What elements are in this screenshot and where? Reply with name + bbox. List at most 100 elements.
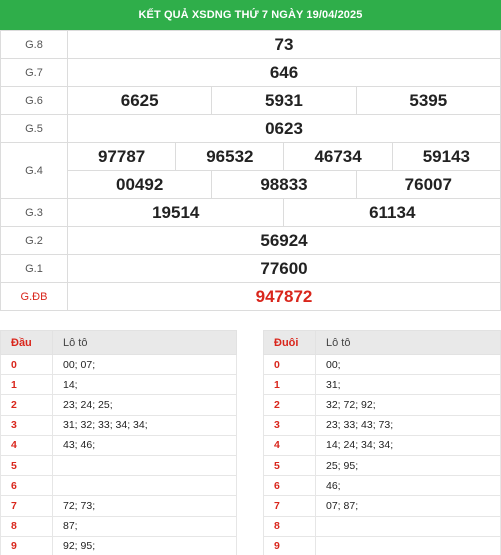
prize-row-g6: G.6 6625 5931 5395 xyxy=(0,86,501,115)
table-row: 1 14; xyxy=(0,374,237,396)
table-row: 2 32; 72; 92; xyxy=(263,394,501,416)
prize-number: 96532 xyxy=(175,142,285,171)
dau-digit: 5 xyxy=(0,454,53,477)
table-row: 8 87; xyxy=(0,515,237,537)
loto-values: 14; 24; 34; 34; xyxy=(315,434,501,456)
loto-values xyxy=(52,454,237,477)
prize-label: G.7 xyxy=(0,58,68,87)
results-table: G.8 73 G.7 646 G.6 6625 5931 5395 G.5 06… xyxy=(0,30,501,311)
dau-digit: 4 xyxy=(0,434,53,456)
prize-label: G.8 xyxy=(0,30,68,59)
dau-rows: 0 00; 07; 1 14; 2 23; 24; 25; 3 31; 32; 33; … xyxy=(0,353,237,555)
special-prize-number: 947872 xyxy=(67,282,501,311)
loto-values: 14; xyxy=(52,374,237,396)
dau-digit: 0 xyxy=(0,353,53,376)
loto-header: Lô tô xyxy=(52,330,237,355)
dau-header: Đầu xyxy=(0,330,53,355)
duoi-digit: 2 xyxy=(263,394,316,416)
prize-label: G.5 xyxy=(0,114,68,143)
duoi-digit: 3 xyxy=(263,414,316,436)
duoi-digit: 0 xyxy=(263,353,316,376)
prize-row-g8: G.8 73 xyxy=(0,30,501,59)
prize-number: 73 xyxy=(67,30,501,59)
loto-values xyxy=(315,515,501,537)
prize-number: 98833 xyxy=(211,170,357,199)
table-row: 4 43; 46; xyxy=(0,434,237,456)
prize-number: 59143 xyxy=(391,142,501,171)
table-row: 8 xyxy=(263,515,501,537)
duoi-loto-table: Đuôi Lô tô 0 00; 1 31; 2 32; 72; 92; 3 23; 3… xyxy=(263,330,501,555)
loto-values: 25; 95; xyxy=(315,454,501,477)
loto-values: 07; 87; xyxy=(315,495,501,517)
prize-row-g4-second: 00492 98833 76007 xyxy=(1,170,501,199)
dau-loto-table: Đầu Lô tô 0 00; 07; 1 14; 2 23; 24; 25; 3 31… xyxy=(0,330,237,555)
prize-label: G.1 xyxy=(0,254,68,283)
loto-values: 43; 46; xyxy=(52,434,237,456)
prize-row-g4: G.4 97787 96532 46734 59143 xyxy=(0,142,501,199)
prize-number: 00492 xyxy=(66,170,213,199)
prize-label: G.4 xyxy=(0,142,68,199)
table-row: 2 23; 24; 25; xyxy=(0,394,237,416)
table-row: 3 31; 32; 33; 34; 34; xyxy=(0,414,237,436)
prize-label: G.3 xyxy=(0,198,68,227)
results-title: KẾT QUẢ XSDNG THỨ 7 NGÀY 19/04/2025 xyxy=(0,0,501,30)
prize-number: 77600 xyxy=(67,254,501,283)
prize-number: 97787 xyxy=(66,142,177,171)
duoi-digit: 7 xyxy=(263,495,316,517)
prize-number: 6625 xyxy=(66,86,213,115)
duoi-rows: 0 00; 1 31; 2 32; 72; 92; 3 23; 33; 43; 73; … xyxy=(263,353,501,555)
table-row: 3 23; 33; 43; 73; xyxy=(263,414,501,436)
prize-label: G.2 xyxy=(0,226,68,255)
prize-row-g7: G.7 646 xyxy=(0,58,501,87)
loto-values: 46; xyxy=(315,475,501,497)
table-row: 9 xyxy=(263,535,501,555)
loto-values xyxy=(52,475,237,497)
duoi-header: Đuôi xyxy=(263,330,316,355)
table-row: 5 xyxy=(0,454,237,477)
prize-number: 56924 xyxy=(67,226,501,255)
loto-values: 32; 72; 92; xyxy=(315,394,501,416)
table-row: 1 31; xyxy=(263,374,501,396)
loto-values: 87; xyxy=(52,515,237,537)
dau-digit: 9 xyxy=(0,535,53,555)
duoi-digit: 9 xyxy=(263,535,316,555)
duoi-digit: 8 xyxy=(263,515,316,537)
table-row: 7 72; 73; xyxy=(0,495,237,517)
table-row: 6 46; xyxy=(263,475,501,497)
table-row: 0 00; xyxy=(263,353,501,376)
prize-row-g1: G.1 77600 xyxy=(0,254,501,283)
loto-values: 23; 33; 43; 73; xyxy=(315,414,501,436)
dau-digit: 8 xyxy=(0,515,53,537)
loto-values: 92; 95; xyxy=(52,535,237,555)
dau-digit: 3 xyxy=(0,414,53,436)
loto-values: 00; xyxy=(315,353,501,376)
prize-number: 76007 xyxy=(355,170,501,199)
duoi-digit: 5 xyxy=(263,454,316,477)
dau-digit: 6 xyxy=(0,475,53,497)
prize-row-g5: G.5 0623 xyxy=(0,114,501,143)
dau-digit: 1 xyxy=(0,374,53,396)
loto-values: 72; 73; xyxy=(52,495,237,517)
prize-label: G.ĐB xyxy=(0,282,68,311)
prize-label: G.6 xyxy=(0,86,68,115)
loto-values: 23; 24; 25; xyxy=(52,394,237,416)
prize-row-special: G.ĐB 947872 xyxy=(0,282,501,311)
prize-number: 61134 xyxy=(283,198,501,227)
loto-values: 00; 07; xyxy=(52,353,237,376)
loto-values: 31; 32; 33; 34; 34; xyxy=(52,414,237,436)
table-row: 7 07; 87; xyxy=(263,495,501,517)
duoi-digit: 1 xyxy=(263,374,316,396)
table-row: 4 14; 24; 34; 34; xyxy=(263,434,501,456)
dau-digit: 7 xyxy=(0,495,53,517)
table-row: 6 xyxy=(0,475,237,497)
prize-number: 19514 xyxy=(66,198,285,227)
duoi-digit: 6 xyxy=(263,475,316,497)
prize-number: 46734 xyxy=(283,142,393,171)
loto-values: 31; xyxy=(315,374,501,396)
prize-row-g2: G.2 56924 xyxy=(0,226,501,255)
prize-row-g3: G.3 19514 61134 xyxy=(0,198,501,227)
prize-number: 5395 xyxy=(355,86,501,115)
dau-digit: 2 xyxy=(0,394,53,416)
loto-header: Lô tô xyxy=(315,330,501,355)
loto-values xyxy=(315,535,501,555)
